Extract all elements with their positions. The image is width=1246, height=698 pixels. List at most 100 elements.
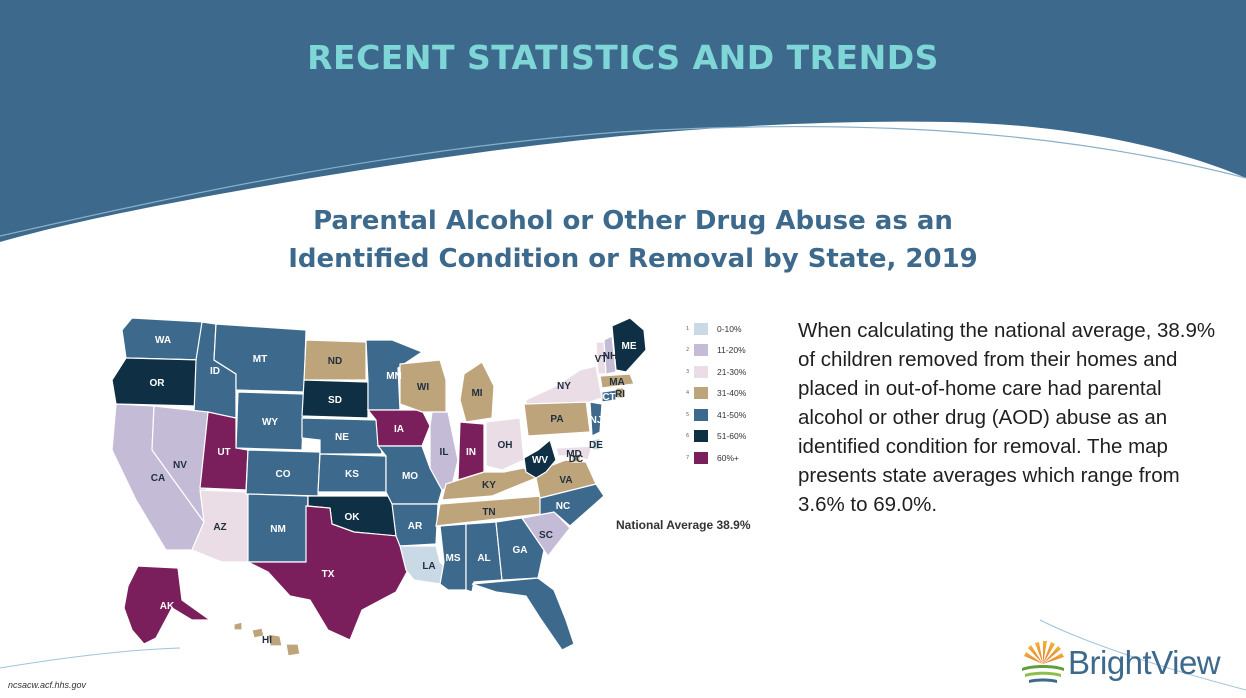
state-label-ms: MS [446, 553, 461, 564]
brightview-logo-text: BrightView [1068, 644, 1221, 681]
legend-number: 2 [686, 347, 690, 354]
legend-item: 3 21-30% [686, 361, 746, 383]
state-label-ne: NE [335, 432, 349, 443]
legend-item: 7 60%+ [686, 447, 746, 469]
state-hi [233, 621, 301, 657]
source-citation: ncsacw.acf.hhs.gov [8, 680, 87, 690]
legend-number: 1 [686, 325, 690, 332]
state-label-dc: DC [569, 454, 583, 465]
state-label-nj: NJ [590, 415, 603, 426]
state-de [591, 437, 601, 451]
legend-swatch [694, 408, 708, 421]
legend-swatch [694, 430, 708, 443]
legend-swatch [694, 322, 708, 335]
legend-number: 7 [686, 454, 690, 461]
slide-title: RECENT STATISTICS AND TRENDS [307, 38, 939, 77]
state-label-wi: WI [417, 382, 429, 393]
map-svg: WA OR CA ID NV MT WY UT AZ CO NM ND SD NE KS OK TX MN IA MO… [111, 317, 647, 657]
legend-label: 41-50% [717, 409, 747, 420]
state-nj [589, 401, 603, 437]
state-label-nv: NV [173, 460, 187, 471]
sunburst-icon [1022, 641, 1064, 683]
footer-accent-line-left [0, 647, 181, 669]
map-legend: 1 0-10% 2 11-20% 3 21-30% 4 31-40% 5 41-50% 6… [686, 318, 746, 469]
state-ar [391, 503, 439, 547]
state-label-al: AL [477, 553, 490, 564]
state-sd [301, 379, 369, 419]
state-label-vt: VT [595, 354, 608, 365]
state-dc [571, 453, 581, 463]
legend-number: 6 [686, 433, 690, 440]
legend-label: 31-40% [717, 388, 747, 399]
state-me [611, 317, 647, 373]
state-label-wa: WA [155, 335, 171, 346]
state-wy [235, 391, 305, 451]
body-paragraph: When calculating the national average, 3… [798, 319, 1216, 516]
state-label-wy: WY [262, 417, 278, 428]
legend-swatch [694, 365, 708, 378]
state-label-pa: PA [550, 414, 563, 425]
legend-number: 3 [686, 368, 690, 375]
state-label-sd: SD [328, 395, 342, 406]
state-label-mo: MO [402, 471, 418, 482]
state-label-tx: TX [322, 569, 335, 580]
brightview-logo: BrightView [1020, 640, 1240, 690]
state-label-ut: UT [217, 447, 230, 458]
state-label-me: ME [622, 341, 637, 352]
legend-swatch [694, 387, 708, 400]
legend-label: 51-60% [717, 431, 747, 442]
state-label-nd: ND [328, 356, 342, 367]
legend-number: 4 [686, 390, 690, 397]
chart-subtitle: Parental Alcohol or Other Drug Abuse as … [250, 202, 1016, 278]
state-label-fl: FL [517, 610, 529, 621]
state-label-ar: AR [408, 521, 423, 532]
header-band [0, 0, 1246, 242]
state-label-mn: MN [386, 371, 402, 382]
legend-label: 11-20% [717, 345, 746, 356]
legend-swatch [694, 451, 708, 464]
legend-item: 6 51-60% [686, 426, 746, 448]
state-ri [615, 387, 625, 399]
state-label-de: DE [589, 440, 603, 451]
state-wv [523, 438, 557, 479]
legend-swatch [694, 344, 708, 357]
legend-item: 5 41-50% [686, 404, 746, 426]
state-ny [525, 365, 603, 405]
state-label-id: ID [210, 366, 220, 377]
state-label-ny: NY [557, 381, 571, 392]
chart-subtitle-line-1: Parental Alcohol or Other Drug Abuse as … [313, 206, 953, 236]
state-nd [303, 339, 367, 381]
state-label-md: MD [566, 449, 582, 460]
state-label-or: OR [150, 378, 166, 389]
state-label-az: AZ [213, 522, 226, 533]
state-label-sc: SC [539, 530, 553, 541]
state-ak [123, 565, 212, 645]
state-nh [603, 335, 617, 375]
national-average-label: National Average 38.9% [616, 518, 751, 532]
state-label-nm: NM [270, 524, 286, 535]
legend-label: 60%+ [717, 452, 739, 463]
state-oh [485, 417, 525, 471]
state-label-nc: NC [556, 501, 570, 512]
state-nc [521, 483, 605, 527]
state-label-mi: MI [471, 388, 482, 399]
legend-item: 4 31-40% [686, 383, 746, 405]
state-or [111, 357, 203, 407]
state-mt [213, 323, 307, 393]
state-label-ct: CT [602, 392, 615, 403]
legend-label: 21-30% [717, 366, 747, 377]
header-accent-line [0, 125, 1246, 237]
state-label-ks: KS [345, 469, 359, 480]
state-label-ok: OK [345, 512, 361, 523]
state-label-nh: NH [603, 351, 617, 362]
footer-accent-line [1039, 619, 1246, 691]
state-label-in: IN [466, 447, 476, 458]
state-label-oh: OH [498, 440, 513, 451]
state-label-la: LA [422, 561, 435, 572]
state-ct [601, 389, 617, 403]
legend-label: 0-10% [717, 323, 742, 334]
state-mn [365, 339, 424, 411]
us-state-map: WA OR CA ID NV MT WY UT AZ CO NM ND SD NE KS OK TX MN IA MO… [96, 300, 766, 672]
